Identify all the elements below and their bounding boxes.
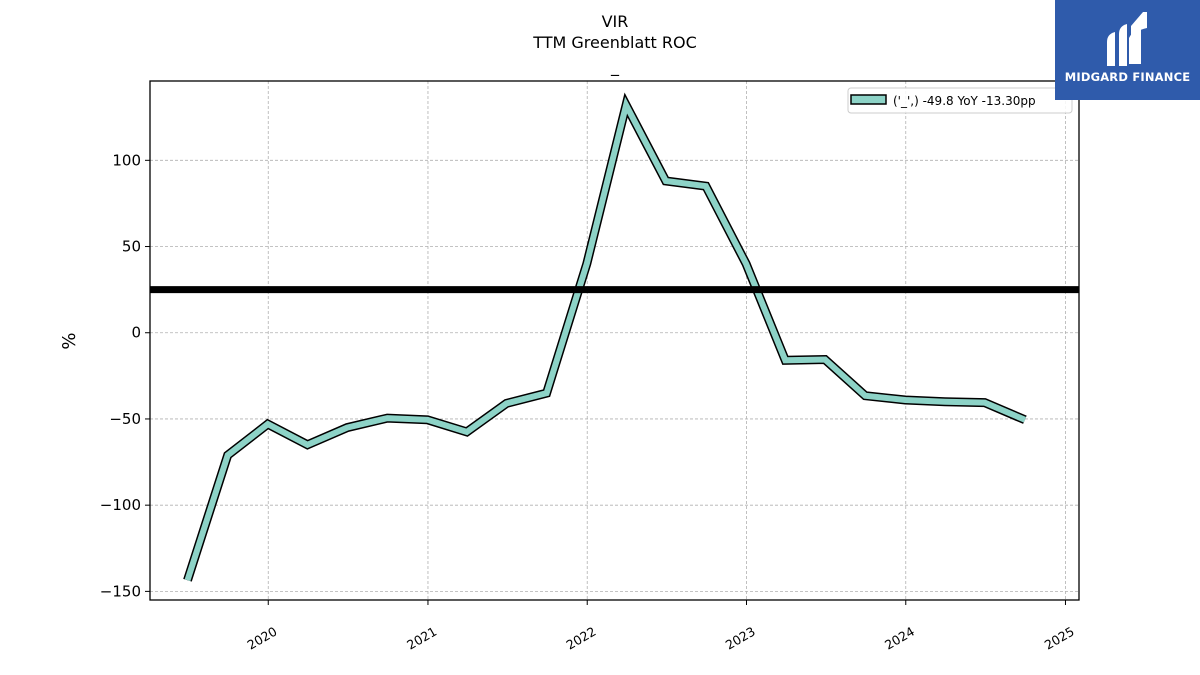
chart-subtitle: TTM Greenblatt ROC [532, 33, 697, 52]
logo-text: MIDGARD FINANCE [1064, 70, 1191, 84]
legend-swatch [850, 94, 887, 105]
x-tick-label: 2025 [1042, 624, 1077, 653]
y-tick-label: 0 [131, 324, 141, 342]
brand-logo: MIDGARD FINANCE [1055, 0, 1200, 100]
legend: ('_',) -49.8 YoY -13.30pp [847, 87, 1073, 114]
y-tick-label: 50 [122, 238, 141, 256]
legend-box [847, 87, 1073, 114]
logo-mark-icon [1107, 12, 1147, 66]
grid [150, 81, 1079, 600]
x-tick-label: 2021 [404, 624, 439, 653]
y-tick-label: 100 [112, 151, 141, 169]
x-axis: 2020 2021 2022 2023 2024 2025 [244, 600, 1077, 653]
plot-area [150, 92, 1079, 582]
plot-frame [149, 80, 1080, 601]
y-axis-label: % [59, 332, 80, 349]
x-tick-label: 2022 [563, 624, 598, 653]
chart-title: VIR [602, 12, 629, 31]
x-tick-label: 2023 [723, 624, 758, 653]
y-tick-label: −100 [100, 496, 141, 514]
y-tick-label: −150 [100, 582, 141, 600]
x-tick-label: 2020 [244, 624, 279, 653]
x-tick-label: 2024 [882, 624, 917, 653]
legend-label: ('_',) -49.8 YoY -13.30pp [893, 94, 1036, 108]
y-tick-label: −50 [109, 410, 141, 428]
chart-subtitle-underscore: _ [610, 57, 620, 77]
y-axis: −150 −100 −50 0 50 100 [100, 151, 150, 600]
series-line [184, 96, 1027, 582]
